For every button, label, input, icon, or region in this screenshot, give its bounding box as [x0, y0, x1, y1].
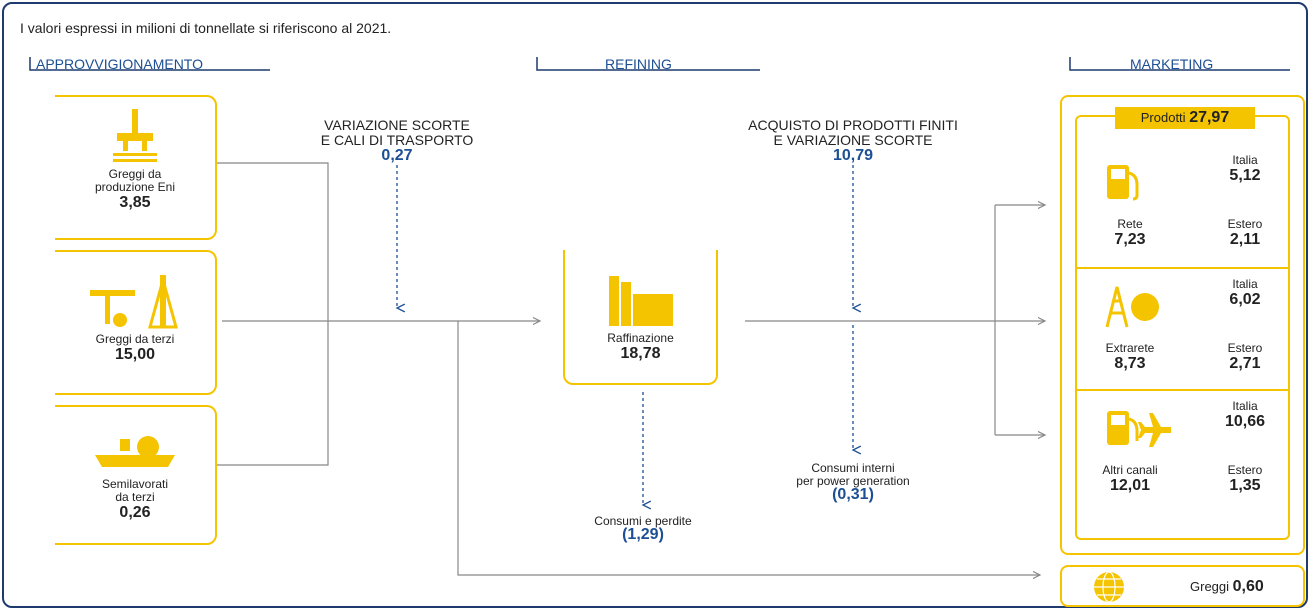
label-line: Greggi da: [108, 167, 162, 181]
section-title: MARKETING: [1130, 56, 1214, 72]
refining-box: Raffinazione 18,78: [563, 250, 718, 385]
value: 7,23: [1114, 231, 1146, 248]
label: Italia: [1232, 153, 1258, 167]
supply-box: Greggi da terzi 15,00: [55, 250, 217, 395]
channel-name: Rete 7,23: [1080, 217, 1180, 249]
label-line: Semilavorati: [101, 477, 169, 491]
label-line: da terzi: [115, 490, 155, 504]
label: Greggi da terzi: [55, 333, 215, 346]
label: Greggi da produzione Eni: [55, 168, 215, 194]
label-line: Consumi interni: [811, 461, 895, 475]
supply-box: Greggi da produzione Eni 3,85: [55, 95, 217, 240]
label: Estero: [1227, 463, 1263, 477]
stock-change: VARIAZIONE SCORTE E CALI DI TRASPORTO 0,2…: [297, 117, 497, 164]
rig-icon: [113, 109, 157, 162]
value: (0,31): [832, 486, 874, 503]
channel-name: Altri canali 12,01: [1080, 463, 1180, 495]
value: 2,71: [1229, 355, 1261, 372]
label: Prodotti: [1140, 110, 1186, 125]
label: Italia: [1232, 277, 1258, 291]
channel: Altri canali 12,01 Italia 10,66 Estero 1,35: [1075, 389, 1290, 511]
label: Extrarete: [1105, 341, 1155, 355]
products-box: Prodotti 27,97: [1075, 107, 1290, 540]
value: 0,27: [381, 147, 413, 164]
channel: Extrarete 8,73 Italia 6,02 Estero 2,71: [1075, 267, 1290, 389]
value: 5,12: [1229, 167, 1261, 184]
italy: Italia 10,66: [1210, 399, 1280, 431]
label-line: Greggi da terzi: [95, 332, 175, 346]
label-line: E VARIAZIONE SCORTE: [773, 132, 933, 148]
crude-label: Greggi 0,60: [1190, 578, 1264, 596]
supply-box: Semilavorati da terzi 0,26: [55, 405, 217, 545]
italy: Italia 5,12: [1210, 153, 1280, 185]
label: Estero: [1227, 341, 1263, 355]
label-line: per power generation: [796, 474, 910, 488]
globe-icon: [1094, 571, 1124, 603]
ship-icon: [95, 436, 175, 467]
channel-icon: [1107, 411, 1171, 447]
abroad: Estero 2,71: [1210, 341, 1280, 373]
channel-icon: [1107, 165, 1139, 201]
label-line: VARIAZIONE SCORTE: [324, 117, 470, 133]
channels: Rete 7,23 Italia 5,12 Estero 2,11 Extrarete…: [1075, 145, 1290, 535]
note: I valori espressi in milioni di tonnella…: [20, 20, 392, 36]
channel-icon: [1105, 286, 1159, 328]
abroad: Estero 1,35: [1210, 463, 1280, 495]
crude-box: Greggi 0,60: [1060, 565, 1305, 607]
value: 27,97: [1189, 109, 1230, 126]
value: 0,26: [119, 504, 151, 521]
value: 10,66: [1224, 413, 1266, 430]
label-line: produzione Eni: [94, 180, 176, 194]
value: 15,00: [114, 346, 156, 363]
abroad: Estero 2,11: [1210, 217, 1280, 249]
value: 2,11: [1229, 231, 1261, 248]
label-line: ACQUISTO DI PRODOTTI FINITI: [748, 117, 958, 133]
label: Estero: [1227, 217, 1263, 231]
label: Altri canali: [1102, 463, 1158, 477]
section-title: APPROVVIGIONAMENTO: [36, 56, 203, 72]
label: Semilavorati da terzi: [55, 478, 215, 504]
value: (1,29): [622, 526, 664, 543]
channel-name: Extrarete 8,73: [1080, 341, 1180, 373]
losses: Consumi e perdite (1,29): [563, 514, 723, 543]
purchase: ACQUISTO DI PRODOTTI FINITI E VARIAZIONE …: [713, 117, 993, 164]
value: 3,85: [119, 194, 151, 211]
pump-icon: [90, 274, 178, 329]
label: Consumi e perdite: [594, 514, 692, 528]
marketing-box: Prodotti 27,97: [1060, 95, 1305, 555]
label: Greggi: [1190, 579, 1230, 594]
value: 10,79: [832, 147, 874, 164]
value: 18,78: [620, 345, 661, 362]
value: 8,73: [1114, 355, 1146, 372]
label: Italia: [1232, 399, 1258, 413]
channel: Rete 7,23 Italia 5,12 Estero 2,11: [1075, 145, 1290, 265]
products-label: Prodotti 27,97: [1115, 107, 1255, 129]
value: 12,01: [1109, 477, 1151, 494]
internal-use: Consumi interni per power generation (0,3…: [773, 461, 933, 503]
label: Rete: [1117, 217, 1143, 231]
italy: Italia 6,02: [1210, 277, 1280, 309]
value: 1,35: [1229, 477, 1261, 494]
refinery-icon: [608, 276, 673, 326]
label-line: E CALI DI TRASPORTO: [320, 132, 474, 148]
section-title: REFINING: [605, 56, 672, 72]
label: Raffinazione: [607, 331, 674, 345]
value: 6,02: [1229, 291, 1261, 308]
value: 0,60: [1232, 578, 1264, 595]
